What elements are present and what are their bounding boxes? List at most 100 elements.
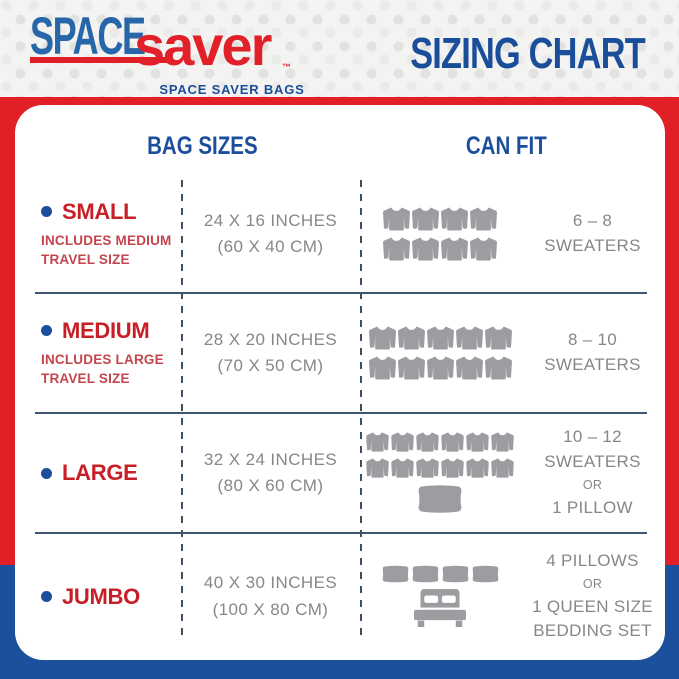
sweater-icon [366,458,389,478]
fit-text-line: BEDDING SET [533,621,652,641]
row-separator [35,292,647,294]
sweater-icon [383,237,410,261]
dimension-line: (60 X 40 CM) [217,237,324,256]
sweater-icon-row [383,237,497,261]
sweater-icon [441,458,464,478]
sizing-table-card [15,105,665,660]
pillow-icon [382,565,409,583]
dimension-line: (80 X 60 CM) [217,476,324,495]
size-name: JUMBO [62,583,140,609]
sweater-icon [369,356,396,380]
dimension-line: 40 X 30 INCHES [203,573,338,593]
sweater-icon-row [383,207,497,231]
dimension-line: 28 X 20 INCHES [203,329,338,349]
bag-size-name-cell: JUMBO [15,533,181,660]
pillow-icon [417,484,463,514]
bullet-icon [41,591,52,602]
fit-text-line: 4 PILLOWS [546,550,639,570]
dimensions-cell: 40 X 30 INCHES (100 X 80 CM) [181,533,360,660]
sweater-icon [369,326,396,350]
sweater-icon-row [366,432,514,452]
sweater-icon [366,432,389,452]
pillow-icon [472,565,499,583]
sweater-icon [427,356,454,380]
sweater-icon [491,458,514,478]
sizing-rows: SMALL INCLUDES MEDIUM TRAVEL SIZE 24 X 16 I… [15,175,665,660]
logo-underline [30,57,168,63]
bullet-icon [41,467,52,479]
bed-icon [414,589,466,628]
bag-size-name-cell: SMALL INCLUDES MEDIUM TRAVEL SIZE [15,175,181,293]
size-name: SMALL [62,198,137,224]
sweater-icon [427,326,454,350]
fit-text-line: 1 PILLOW [552,497,633,517]
table-row: JUMBO 40 X 30 INCHES (100 X 80 CM) 4 PILLOW… [15,533,665,660]
size-note-line: INCLUDES LARGE [41,351,164,367]
size-name: MEDIUM [62,317,150,343]
size-name: LARGE [62,460,138,485]
dimension-line: (100 X 80 CM) [212,599,329,619]
sweater-icon [485,326,512,350]
sweater-icon [456,326,483,350]
sweater-icon [391,458,414,478]
bullet-icon [41,325,52,337]
dimension-line: 24 X 16 INCHES [203,210,338,230]
size-note-line: TRAVEL SIZE [41,370,130,386]
sweater-icon [466,432,489,452]
logo-saver-text: saver [134,14,272,77]
sweater-icon [456,356,483,380]
dimension-line: (70 X 50 CM) [217,356,324,375]
sweater-icon-row [369,356,512,380]
dimensions-cell: 32 X 24 INCHES (80 X 60 CM) [181,413,360,533]
logo-subtitle: SPACE SAVER BAGS [159,82,305,97]
size-note-line: INCLUDES MEDIUM [41,232,172,248]
dotted-header-band [0,0,679,97]
sweater-icon [470,237,497,261]
dimensions-cell: 28 X 20 INCHES (70 X 50 CM) [181,293,360,413]
sweater-icon [470,207,497,231]
bullet-icon [41,206,52,218]
pillow-icon [412,565,439,583]
fit-text-cell: 10 – 12 SWEATERS OR 1 PILLOW [520,413,665,533]
sweater-icon [441,207,468,231]
fit-text-line: 8 – 10 [567,330,618,350]
sweater-icon [391,432,414,452]
size-note-line: TRAVEL SIZE [41,251,130,267]
sweater-icon [491,432,514,452]
fit-text-line: OR [582,576,603,591]
table-row: MEDIUM INCLUDES LARGE TRAVEL SIZE 28 X 20 I… [15,293,665,413]
pillow-icon [442,565,469,583]
fit-text-line: 6 – 8 [572,211,613,231]
sweater-icon [412,207,439,231]
fit-text-line: 1 QUEEN SIZE [532,596,653,616]
sweater-icon [412,237,439,261]
size-note: INCLUDES MEDIUM TRAVEL SIZE [41,232,172,270]
dimension-line: 32 X 24 INCHES [203,449,338,469]
size-note: INCLUDES LARGE TRAVEL SIZE [41,351,164,389]
fit-text-line: SWEATERS [544,355,641,374]
fit-text-line: SWEATERS [544,236,641,255]
table-row: LARGE 32 X 24 INCHES (80 X 60 CM) 10 – 12 SW… [15,413,665,533]
fit-text-line: SWEATERS [544,452,641,472]
table-row: SMALL INCLUDES MEDIUM TRAVEL SIZE 24 X 16 I… [15,175,665,293]
page-title: SIZING CHART [410,29,645,78]
size-name-line: LARGE [41,460,138,486]
bag-size-name-cell: MEDIUM INCLUDES LARGE TRAVEL SIZE [15,293,181,413]
trademark-symbol: ™ [282,62,291,72]
fit-text-line: OR [582,477,603,492]
sweater-icon-row [369,326,512,350]
fit-icons-cell [360,175,520,293]
bag-size-name-cell: LARGE [15,413,181,533]
fit-icons-cell [360,533,520,660]
sweater-icon [383,207,410,231]
size-name-line: JUMBO [41,584,140,610]
sweater-icon [416,432,439,452]
row-separator [35,412,647,414]
row-separator [35,532,647,534]
sweater-icon [398,326,425,350]
size-name-line: SMALL [41,198,137,225]
column-header-bag-sizes: BAG SIZES [147,132,258,160]
logo-space-text: SPACE [30,7,146,66]
sweater-icon [441,237,468,261]
